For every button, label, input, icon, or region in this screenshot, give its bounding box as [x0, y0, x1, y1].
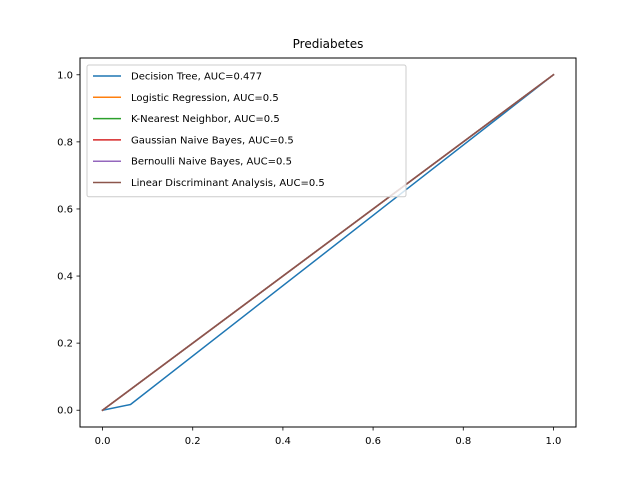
- y-axis: 0.0 0.2 0.4 0.6 0.8 1.0: [57, 70, 80, 417]
- legend-box: [86, 64, 407, 198]
- y-tick-label: 0.2: [57, 339, 73, 350]
- x-axis: 0.0 0.2 0.4 0.6 0.8 1.0: [95, 427, 562, 447]
- y-tick-label: 0.0: [57, 406, 73, 417]
- plot-frame: [79, 57, 577, 428]
- legend-label-1: Logistic Regression, AUC=0.5: [131, 93, 279, 104]
- x-tick-label: 0.6: [365, 436, 381, 447]
- y-tick-label: 0.4: [57, 272, 73, 283]
- x-tick-label: 0.0: [95, 436, 111, 447]
- x-tick-label: 0.2: [185, 436, 201, 447]
- legend-label-4: Bernoulli Naive Bayes, AUC=0.5: [131, 157, 292, 168]
- y-tick-label: 0.6: [57, 204, 73, 215]
- series-layer: [101, 73, 555, 412]
- chart-title: Prediabetes: [293, 37, 364, 51]
- legend-label-3: Gaussian Naive Bayes, AUC=0.5: [131, 135, 294, 146]
- series-line-5: [101, 73, 555, 412]
- x-tick-label: 0.8: [455, 436, 471, 447]
- legend-label-0: Decision Tree, AUC=0.477: [131, 72, 262, 83]
- legend: Decision Tree, AUC=0.477 Logistic Regress…: [86, 64, 407, 198]
- legend-label-5: Linear Discriminant Analysis, AUC=0.5: [131, 178, 325, 189]
- y-tick-label: 0.8: [57, 137, 73, 148]
- x-tick-label: 0.4: [275, 436, 291, 447]
- x-tick-label: 1.0: [546, 436, 562, 447]
- series-line-0: [101, 73, 555, 412]
- legend-label-2: K-Nearest Neighbor, AUC=0.5: [131, 114, 280, 125]
- y-tick-label: 1.0: [57, 70, 73, 81]
